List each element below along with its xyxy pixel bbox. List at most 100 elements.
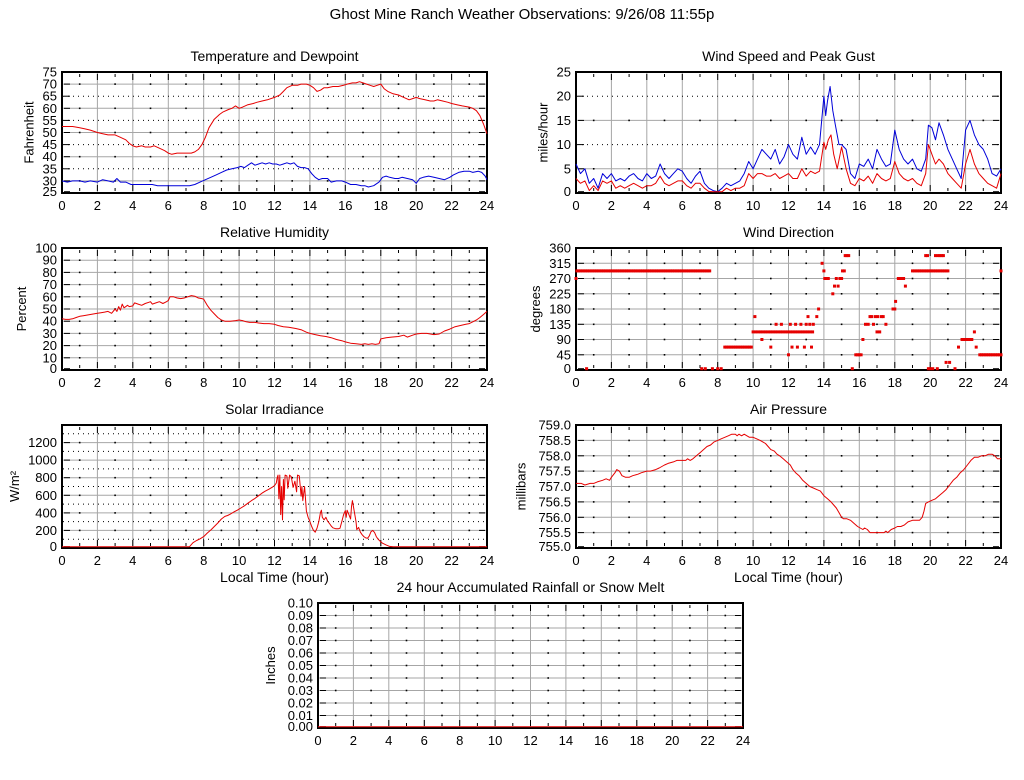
x-tick-label: 22 <box>958 375 972 390</box>
y-tick-label: 20 <box>43 338 57 353</box>
x-tick-label: 10 <box>746 553 760 568</box>
x-tick-label: 22 <box>444 375 458 390</box>
y-tick-label: 65 <box>43 89 57 104</box>
y-tick-label: 0 <box>50 361 57 376</box>
grid <box>63 426 486 547</box>
x-tick-label: 2 <box>350 733 357 748</box>
chart-title: Wind Direction <box>743 224 834 240</box>
chart-title: Temperature and Dewpoint <box>190 48 358 64</box>
plot-border <box>575 424 1002 549</box>
y-tick-label: 50 <box>43 302 57 317</box>
chart-solar-irradiance: Solar Irradiance 0 2 4 6 8 10 12 14 16 18 20 22 24 0 20… <box>0 393 502 600</box>
x-tick-label: 12 <box>523 733 537 748</box>
x-tick-label: 16 <box>338 375 352 390</box>
x-tick-label: 20 <box>409 375 423 390</box>
x-tick-label: 22 <box>700 733 714 748</box>
tick-marks <box>575 424 1002 548</box>
y-tick-label: 0.01 <box>288 708 313 723</box>
x-tick-label: 18 <box>630 733 644 748</box>
page-title: Ghost Mine Ranch Weather Observations: 9… <box>329 6 715 23</box>
x-tick-label: 2 <box>608 553 615 568</box>
x-tick-label: 6 <box>165 198 172 213</box>
y-tick-label: 0.00 <box>288 719 313 734</box>
x-tick-label: 16 <box>338 198 352 213</box>
chart-wind-speed-gust: Wind Speed and Peak Gust 0 2 4 6 8 10 12 14 16 18 2… <box>514 40 1016 245</box>
x-tick-label: 2 <box>94 553 101 568</box>
y-tick-label: 0.10 <box>288 596 313 611</box>
y-tick-label: 50 <box>43 125 57 140</box>
tick-marks <box>61 427 488 548</box>
x-tick-label: 20 <box>923 553 937 568</box>
x-tick-label: 4 <box>129 375 136 390</box>
x-tick-label: 4 <box>643 198 650 213</box>
y-tick-label: 0.04 <box>288 671 313 686</box>
y-tick-label: 800 <box>35 470 57 485</box>
y-tick-label: 0 <box>564 184 571 199</box>
y-tick-label: 757.0 <box>538 479 571 494</box>
x-tick-label: 14 <box>559 733 573 748</box>
y-tick-label: 55 <box>43 113 57 128</box>
x-tick-label: 2 <box>608 198 615 213</box>
y-tick-label: 0.05 <box>288 658 313 673</box>
x-tick-label: 8 <box>200 553 207 568</box>
y-tick-label: 270 <box>549 271 571 286</box>
chart-title: Air Pressure <box>750 401 827 417</box>
x-tick-label: 4 <box>385 733 392 748</box>
x-tick-label: 8 <box>714 375 721 390</box>
x-tick-label: 24 <box>480 375 494 390</box>
x-tick-label: 0 <box>58 553 65 568</box>
x-tick-label: 14 <box>303 198 317 213</box>
x-tick-label: 18 <box>888 198 902 213</box>
x-tick-label: 2 <box>94 375 101 390</box>
series-wind-direction <box>574 254 1003 371</box>
x-tick-label: 18 <box>888 375 902 390</box>
x-tick-label: 20 <box>923 198 937 213</box>
x-tick-label: 16 <box>852 375 866 390</box>
x-tick-label: 14 <box>817 198 831 213</box>
x-tick-label: 8 <box>200 198 207 213</box>
y-axis-label: miles/hour <box>535 102 550 163</box>
y-tick-label: 360 <box>549 241 571 256</box>
y-tick-label: 70 <box>43 277 57 292</box>
y-tick-label: 60 <box>43 101 57 116</box>
y-tick-label: 75 <box>43 65 57 80</box>
y-axis-label: millibars <box>514 462 529 510</box>
x-tick-label: 0 <box>572 198 579 213</box>
y-tick-label: 0 <box>564 361 571 376</box>
x-tick-label: 2 <box>94 198 101 213</box>
y-tick-label: 225 <box>549 286 571 301</box>
x-axis-label: Local Time (hour) <box>734 569 843 585</box>
x-tick-label: 12 <box>267 198 281 213</box>
x-tick-label: 18 <box>374 198 388 213</box>
x-tick-label: 6 <box>679 375 686 390</box>
grid <box>63 249 486 369</box>
x-tick-label: 16 <box>852 553 866 568</box>
x-tick-label: 22 <box>958 553 972 568</box>
x-tick-label: 24 <box>994 198 1008 213</box>
grid <box>63 73 486 192</box>
chart-air-pressure: Air Pressure 0 2 4 6 8 10 12 14 16 18 20 22 24 755.0 75… <box>514 393 1016 600</box>
x-tick-label: 18 <box>374 375 388 390</box>
x-tick-label: 10 <box>488 733 502 748</box>
x-tick-label: 12 <box>781 198 795 213</box>
series-solar-irradiance <box>62 474 487 548</box>
x-tick-label: 18 <box>888 553 902 568</box>
grid <box>577 249 1000 369</box>
x-tick-label: 24 <box>736 733 750 748</box>
y-tick-label: 15 <box>557 113 571 128</box>
y-tick-label: 20 <box>557 89 571 104</box>
x-tick-label: 0 <box>58 198 65 213</box>
y-tick-label: 100 <box>35 241 57 256</box>
y-tick-label: 758.0 <box>538 448 571 463</box>
y-tick-label: 45 <box>557 347 571 362</box>
x-tick-label: 0 <box>314 733 321 748</box>
x-tick-label: 8 <box>456 733 463 748</box>
plot-border <box>575 71 1002 194</box>
y-tick-label: 400 <box>35 505 57 520</box>
y-tick-label: 600 <box>35 488 57 503</box>
y-tick-label: 90 <box>557 332 571 347</box>
x-tick-label: 8 <box>714 553 721 568</box>
